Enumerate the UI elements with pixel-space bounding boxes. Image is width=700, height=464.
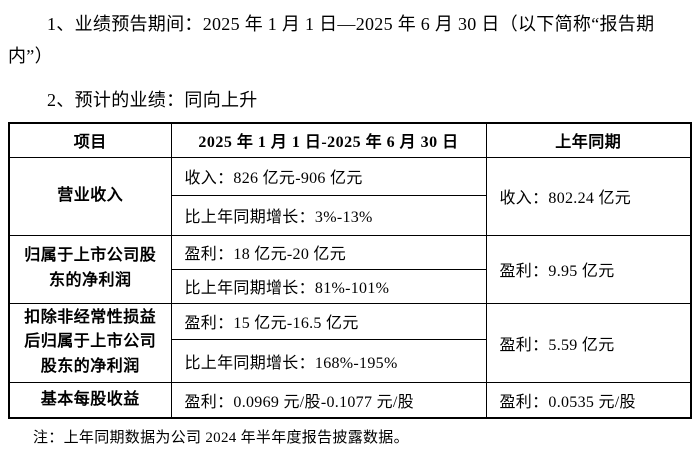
row-label-operating-revenue: 营业收入 [8, 156, 172, 236]
row-label-net-profit: 归属于上市公司股东的净利润 [8, 234, 172, 304]
document-page: 1、业绩预告期间：2025 年 1 月 1 日—2025 年 6 月 30 日（… [8, 14, 692, 447]
table-row-net-profit-1: 归属于上市公司股东的净利润 盈利：18 亿元-20 亿元 盈利：9.95 亿元 [8, 234, 692, 304]
revenue-current-range: 收入：826 亿元-906 亿元 [170, 156, 487, 196]
table-row-revenue-2: 比上年同期增长：3%-13% [9, 194, 691, 236]
footnote: 注：上年同期数据为公司 2024 年半年度报告披露数据。 [33, 430, 409, 447]
deducted-profit-current-range: 盈利：15 亿元-16.5 亿元 [170, 302, 487, 340]
table-row-eps: 基本每股收益 盈利：0.0969 元/股-0.1077 元/股 盈利：0.053… [8, 381, 692, 419]
table-row-revenue-1: 营业收入 收入：826 亿元-906 亿元 收入：802.24 亿元 [8, 156, 692, 236]
header-current-period-column: 2025 年 1 月 1 日-2025 年 6 月 30 日 [170, 122, 487, 158]
net-profit-current-range: 盈利：18 亿元-20 亿元 [170, 234, 487, 270]
intro-paragraph-forecast-direction: 2、预计的业绩：同向上升 [47, 90, 258, 110]
revenue-growth-range: 比上年同期增长：3%-13% [170, 194, 487, 236]
eps-prior-value: 盈利：0.0535 元/股 [485, 381, 692, 419]
row-label-deducted-net-profit: 扣除非经常性损益后归属于上市公司股东的净利润 [8, 302, 172, 383]
table-row-net-profit-2: 比上年同期增长：81%-101% [9, 268, 691, 304]
revenue-prior-value: 收入：802.24 亿元 [485, 156, 692, 236]
deducted-profit-prior-value: 盈利：5.59 亿元 [485, 302, 692, 383]
eps-current-range: 盈利：0.0969 元/股-0.1077 元/股 [170, 381, 487, 419]
earnings-forecast-table: 项目 2025 年 1 月 1 日-2025 年 6 月 30 日 上年同期 营… [8, 122, 692, 420]
net-profit-prior-value: 盈利：9.95 亿元 [485, 234, 692, 304]
table-header-row: 项目 2025 年 1 月 1 日-2025 年 6 月 30 日 上年同期 [8, 122, 692, 158]
net-profit-growth-range: 比上年同期增长：81%-101% [170, 268, 487, 304]
header-item-column: 项目 [8, 122, 172, 158]
intro-paragraph-forecast-period: 1、业绩预告期间：2025 年 1 月 1 日—2025 年 6 月 30 日（… [8, 14, 655, 66]
table-row-deducted-profit-1: 扣除非经常性损益后归属于上市公司股东的净利润 盈利：15 亿元-16.5 亿元 … [8, 302, 692, 383]
row-label-basic-eps: 基本每股收益 [8, 381, 172, 419]
header-prior-period-column: 上年同期 [485, 122, 692, 158]
deducted-profit-growth-range: 比上年同期增长：168%-195% [170, 338, 487, 383]
